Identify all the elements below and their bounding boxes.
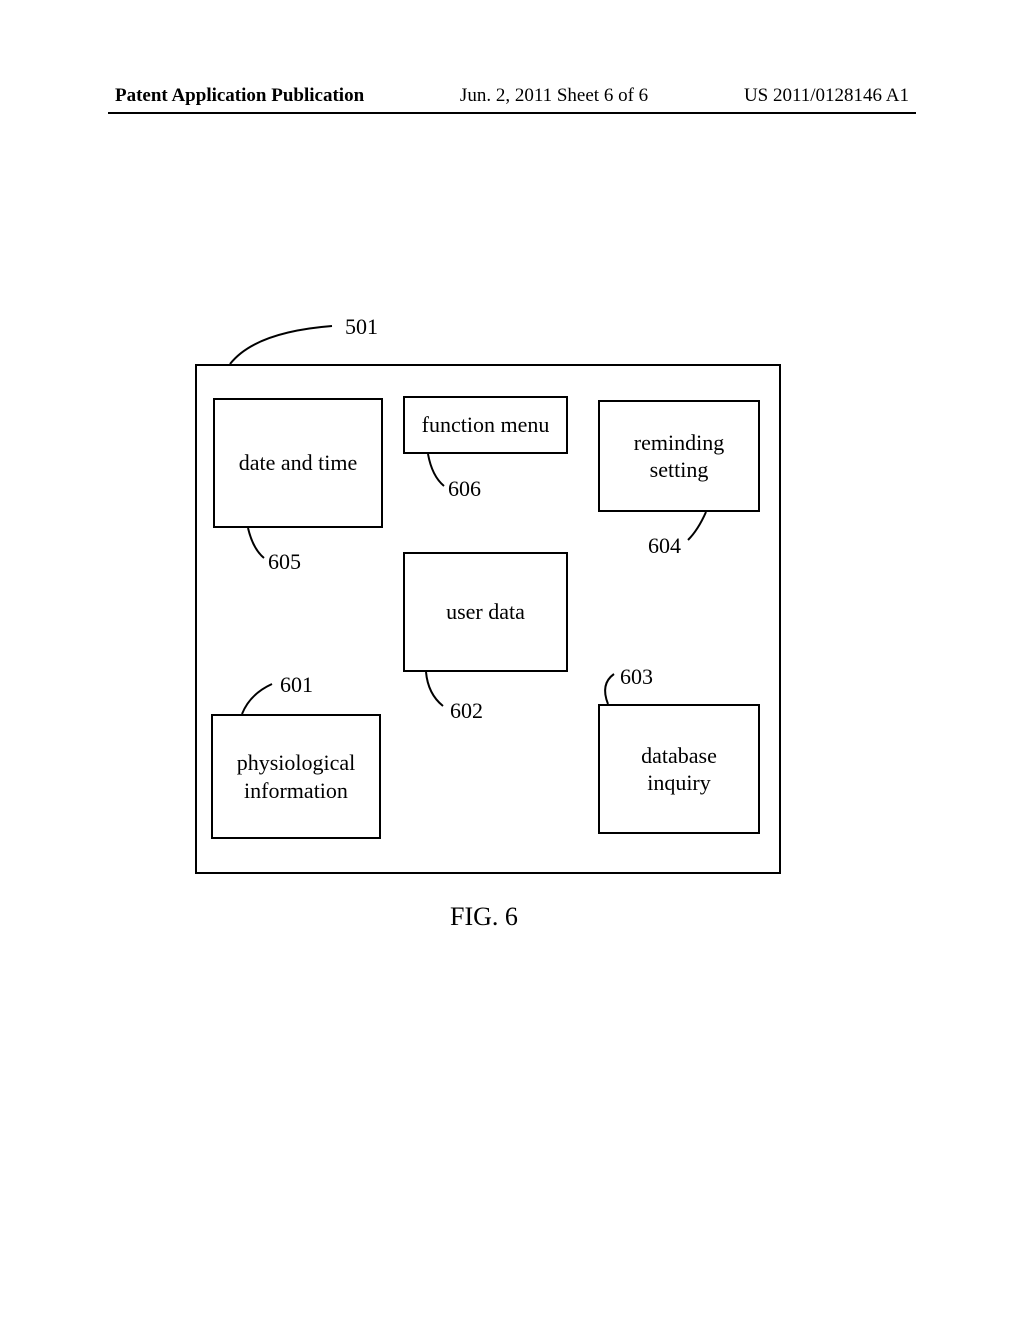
- leader-lines: [0, 0, 1024, 1320]
- figure-6-diagram: date and time function menu remindingset…: [0, 0, 1024, 1320]
- figure-caption: FIG. 6: [450, 902, 518, 932]
